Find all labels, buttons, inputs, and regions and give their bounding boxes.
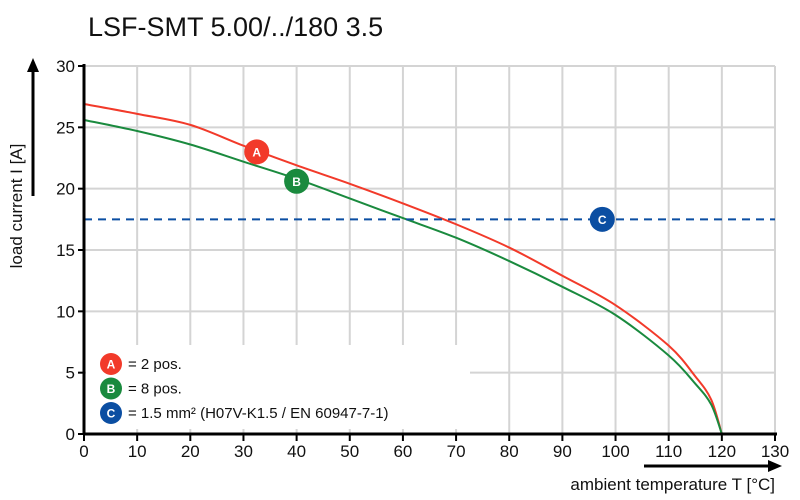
legend-label: = 2 pos. [128, 356, 182, 373]
x-tick-label: 20 [181, 442, 200, 461]
chart-title: LSF-SMT 5.00/../180 3.5 [88, 12, 383, 42]
x-tick-label: 50 [340, 442, 359, 461]
x-tick-label: 30 [234, 442, 253, 461]
series-line-B [83, 118, 723, 435]
y-tick-label: 25 [56, 118, 75, 137]
y-tick-label: 0 [66, 425, 75, 444]
y-tick-label: 15 [56, 241, 75, 260]
marker-letter: B [292, 175, 301, 189]
y-axis-title: load current I [A] [7, 144, 26, 269]
x-tick-label: 60 [393, 442, 412, 461]
legend-label: = 8 pos. [128, 381, 182, 398]
x-tick-label: 70 [447, 442, 466, 461]
legend-badge [100, 377, 122, 400]
x-axis-arrow-icon [768, 460, 782, 472]
legend: A = 2 pos. B = 8 pos. C = 1.5 mm² (H07V-K1.5 … [86, 345, 470, 429]
marker-circle [244, 139, 270, 165]
legend-item-C: C = 1.5 mm² (H07V-K1.5 / EN 60947-7-1) [100, 402, 389, 424]
marker-B: B [284, 168, 310, 194]
y-axis-arrow-icon [27, 58, 39, 72]
x-tick-label: 100 [601, 442, 629, 461]
x-tick-label: 80 [500, 442, 519, 461]
legend-badge-letter: A [107, 358, 116, 372]
legend-label: = 1.5 mm² (H07V-K1.5 / EN 60947-7-1) [128, 405, 389, 422]
legend-background [86, 345, 470, 429]
x-tick-label: 10 [128, 442, 147, 461]
x-tick-label: 130 [761, 442, 789, 461]
legend-badge-letter: B [107, 382, 116, 396]
legend-badge [100, 402, 122, 424]
y-axis-label: load current I [A] [7, 58, 39, 268]
legend-badge [100, 353, 122, 375]
x-tick-label: 0 [79, 442, 88, 461]
x-tick-label: 120 [708, 442, 736, 461]
marker-circle [284, 168, 310, 194]
x-axis-label: ambient temperature T [°C] [570, 460, 782, 494]
y-tick-label: 5 [66, 364, 75, 383]
marker-letter: A [252, 145, 261, 159]
axes: 0 10 20 30 40 50 60 70 80 90 100 110 120 130 0 5 10 15 20 2… [56, 57, 789, 461]
y-tick-label: 30 [56, 57, 75, 76]
x-tick-label: 40 [287, 442, 306, 461]
series-line-A [83, 103, 723, 435]
legend-badge-letter: C [107, 407, 116, 421]
marker-A: A [244, 139, 270, 165]
y-tick-label: 20 [56, 180, 75, 199]
x-axis-title: ambient temperature T [°C] [570, 475, 775, 494]
legend-item-B: B = 8 pos. [100, 377, 182, 400]
legend-item-A: A = 2 pos. [100, 353, 182, 375]
marker-C: C [589, 206, 615, 232]
x-tick-label: 110 [655, 442, 682, 461]
series-layer: ABC [83, 103, 775, 435]
marker-circle [589, 206, 615, 232]
y-tick-label: 10 [56, 302, 75, 321]
marker-letter: C [598, 213, 607, 227]
x-tick-label: 90 [553, 442, 572, 461]
